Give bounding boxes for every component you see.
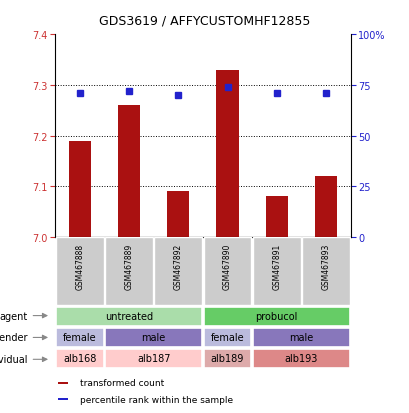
Bar: [58, 398, 68, 400]
Bar: [203, 329, 251, 347]
Text: GSM467893: GSM467893: [321, 243, 330, 289]
Bar: [203, 237, 251, 306]
Bar: [252, 329, 349, 347]
Text: agent: agent: [0, 311, 28, 321]
Bar: [252, 349, 349, 368]
Bar: [69, 141, 91, 237]
Bar: [56, 307, 202, 326]
Bar: [216, 71, 238, 237]
Bar: [56, 349, 103, 368]
Text: female: female: [63, 332, 97, 342]
Text: GSM467888: GSM467888: [75, 243, 84, 289]
Text: GSM467889: GSM467889: [124, 243, 133, 289]
Bar: [203, 349, 251, 368]
Bar: [167, 192, 189, 237]
Bar: [105, 237, 153, 306]
Bar: [118, 106, 140, 237]
Text: untreated: untreated: [105, 311, 153, 321]
Text: male: male: [141, 332, 166, 342]
Text: GDS3619 / AFFYCUSTOMHF12855: GDS3619 / AFFYCUSTOMHF12855: [99, 14, 310, 27]
Bar: [105, 349, 202, 368]
Text: GSM467892: GSM467892: [173, 243, 182, 289]
Text: female: female: [210, 332, 244, 342]
Text: gender: gender: [0, 332, 28, 343]
Bar: [301, 237, 349, 306]
Bar: [265, 197, 287, 237]
Text: male: male: [288, 332, 313, 342]
Text: transformed count: transformed count: [80, 378, 164, 387]
Text: alb187: alb187: [137, 354, 170, 363]
Bar: [56, 237, 103, 306]
Bar: [105, 329, 202, 347]
Text: alb189: alb189: [210, 354, 244, 363]
Bar: [56, 329, 103, 347]
Bar: [314, 177, 336, 237]
Bar: [252, 237, 300, 306]
Text: alb168: alb168: [63, 354, 97, 363]
Bar: [154, 237, 202, 306]
Bar: [203, 307, 349, 326]
Text: percentile rank within the sample: percentile rank within the sample: [80, 395, 233, 404]
Text: alb193: alb193: [284, 354, 317, 363]
Text: GSM467890: GSM467890: [222, 243, 231, 289]
Text: individual: individual: [0, 354, 28, 364]
Bar: [58, 382, 68, 384]
Text: probucol: probucol: [255, 311, 297, 321]
Text: GSM467891: GSM467891: [272, 243, 281, 289]
